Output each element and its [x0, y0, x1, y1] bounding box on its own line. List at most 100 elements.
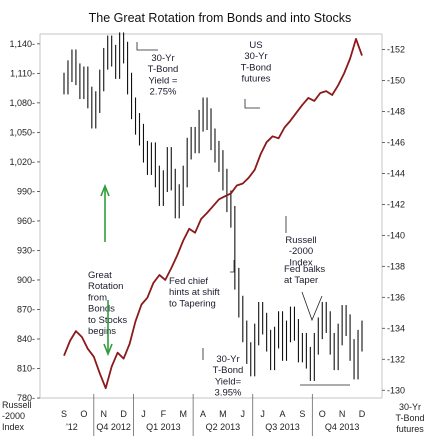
quarter-label: Q1 2013: [146, 422, 181, 432]
left-tick-label: 1,050-: [9, 127, 35, 137]
russell-line: [63, 38, 363, 390]
annotation-line: hints at shift: [169, 287, 220, 298]
callout-line: [230, 260, 235, 273]
left-tick-label: 960-: [17, 216, 35, 226]
annotations: 30-Yr T-Bond Yield = 2.75%US 30-Yr T-Bond futu…: [88, 40, 350, 399]
right-tick-label: -144: [387, 168, 405, 178]
month-label: A: [200, 409, 206, 419]
month-label: O: [319, 409, 326, 419]
annotation-line: Yield =: [149, 75, 178, 86]
russell-series: [63, 38, 363, 390]
left-tick-label: 780-: [17, 393, 35, 403]
annotation-line: Bonds: [88, 304, 115, 315]
annotation-line: 3.95%: [215, 388, 242, 399]
annotation-line: -2000: [289, 246, 313, 257]
right-tick-label: -132: [387, 354, 405, 364]
annotation-line: Fed chief: [169, 276, 208, 287]
quarter-label: Q4 2012: [96, 422, 131, 432]
annotation-line: Fed balks: [284, 264, 325, 275]
annotation-line: T-Bond: [213, 365, 244, 376]
month-label: S: [299, 409, 305, 419]
annotation-text: Fed balks at Taper: [284, 264, 325, 286]
fed-balks-pointer: [301, 291, 323, 322]
annotation-text: 30-Yr T-Bond Yield = 2.75%: [148, 53, 179, 98]
month-label: D: [359, 409, 366, 419]
annotation-line: T-Bond: [148, 64, 179, 75]
annotation-line: begins: [88, 326, 116, 337]
annotation-line: Rotation: [88, 281, 123, 292]
rotation-arrowhead-up: [100, 183, 110, 197]
annotation-text: Russell -2000 Index: [285, 235, 316, 268]
left-corner-label: Russell: [2, 400, 32, 410]
right-tick-label: -140: [387, 230, 405, 240]
month-label: J: [241, 409, 246, 419]
x-axis: S O N D J F M A M J J A S O N D '12 Q4 2012 Q1 2013 Q2 2013…: [61, 409, 366, 432]
month-label: N: [339, 409, 346, 419]
left-tick-label: 810-: [17, 363, 35, 373]
month-label: M: [179, 409, 187, 419]
left-tick-label: 930-: [17, 245, 35, 255]
right-corner-label: T-Bond: [395, 413, 424, 423]
left-tick-label: 1,020-: [9, 157, 35, 167]
left-tick-label: 990-: [17, 186, 35, 196]
annotation-line: 30-Yr: [244, 51, 267, 62]
right-tick-label: -134: [387, 323, 405, 333]
quarter-label: Q2 2013: [206, 422, 241, 432]
left-tick-label: 1,140-: [9, 39, 35, 49]
right-tick-label: -146: [387, 137, 405, 147]
right-tick-label: -152: [387, 44, 405, 54]
month-label: A: [280, 409, 286, 419]
left-tick-label: 1,110-: [10, 68, 35, 78]
left-corner-label: Index: [2, 422, 25, 432]
annotation-text: Fed chief hints at shift to Tapering: [169, 276, 220, 309]
left-tick-label: 900-: [17, 275, 35, 285]
right-axis: -130 -132 -134 -136 -138 -140 -142 -144 -146 -148…: [382, 44, 405, 395]
left-corner-label: -2000: [2, 411, 25, 421]
right-tick-label: -130: [387, 385, 405, 395]
quarter-label: Q3 2013: [265, 422, 300, 432]
annotation-line: at Taper: [284, 275, 318, 286]
tbond-futures-series: [63, 32, 363, 381]
annotation-line: from: [88, 292, 107, 303]
quarter-label: '12: [66, 422, 78, 432]
annotation-line: futures: [241, 74, 270, 85]
annotation-line: Index: [289, 257, 312, 268]
month-label: O: [80, 409, 87, 419]
left-tick-label: 840-: [17, 334, 35, 344]
left-tick-label: 870-: [17, 304, 35, 314]
annotation-text: US 30-Yr T-Bond futures: [241, 40, 272, 85]
right-tick-label: -148: [387, 106, 405, 116]
callout-line: [136, 42, 158, 51]
annotation-line: Russell: [285, 235, 316, 246]
left-tick-label: 1,080-: [9, 98, 35, 108]
annotation-line: to Tapering: [169, 298, 216, 309]
month-label: N: [100, 409, 107, 419]
quarter-separators: [93, 394, 313, 436]
month-label: M: [219, 409, 227, 419]
right-tick-label: -138: [387, 261, 405, 271]
right-tick-label: -150: [387, 75, 405, 85]
right-tick-label: -142: [387, 199, 405, 209]
annotation-line: 30-Yr: [151, 53, 174, 64]
plot-area: [39, 33, 383, 399]
annotation-line: T-Bond: [241, 62, 272, 73]
annotation-line: Great: [88, 270, 112, 281]
right-corner-label: 30-Yr: [399, 402, 421, 412]
chart-title: The Great Rotation from Bonds and into S…: [89, 11, 352, 25]
annotation-text: 30-Yr T-Bond Yield= 3.95%: [213, 354, 244, 399]
annotation-line: 2.75%: [150, 87, 177, 98]
annotation-line: Yield=: [215, 376, 242, 387]
month-label: J: [260, 409, 265, 419]
right-corner-label: futures: [396, 424, 424, 434]
month-label: J: [141, 409, 146, 419]
rotation-arrowhead-down: [103, 343, 113, 357]
month-label: F: [161, 409, 167, 419]
annotation-line: 30-Yr: [216, 354, 239, 365]
left-axis: 780- 810- 840- 870- 900- 930- 960- 990- 1,020- 1,…: [9, 39, 40, 403]
callout-line: [244, 99, 260, 109]
annotation-line: US: [249, 40, 262, 51]
month-label: D: [120, 409, 127, 419]
month-label: S: [61, 409, 67, 419]
